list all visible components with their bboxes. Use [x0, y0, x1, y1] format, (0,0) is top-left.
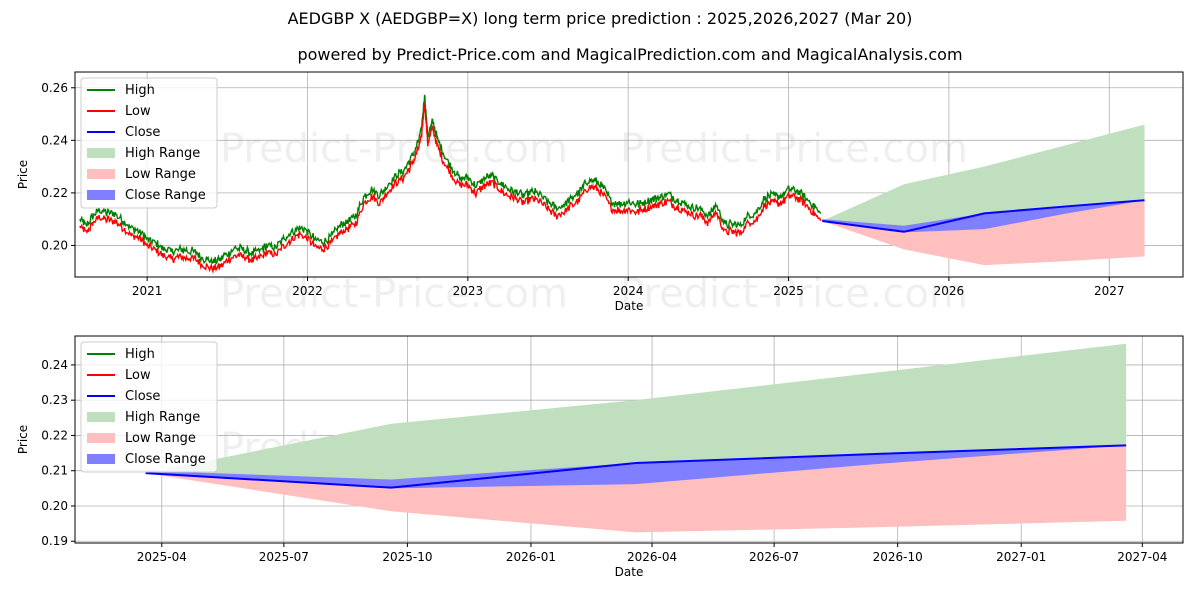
- close-range-area: [822, 200, 1145, 233]
- y-tick-label: 0.20: [41, 499, 68, 513]
- x-tick-label: 2027-04: [1117, 550, 1167, 564]
- x-axis-label: Date: [615, 565, 644, 579]
- y-tick-label: 0.21: [41, 464, 68, 478]
- x-tick-label: 2026-10: [873, 550, 923, 564]
- plot-frame: [74, 71, 1184, 278]
- legend-swatch-high-range: [87, 412, 115, 422]
- y-axis-label: Price: [16, 425, 30, 454]
- legend-label-low-range: Low Range: [125, 167, 196, 182]
- close-forecast-line: [145, 444, 1127, 489]
- legend-swatch-close-range: [87, 454, 115, 464]
- legend-label-low-range: Low Range: [125, 431, 196, 446]
- high-history-line: [79, 94, 822, 265]
- high-range-area: [145, 343, 1127, 488]
- legend-label-high-range: High Range: [125, 410, 200, 425]
- x-tick-label: 2026-01: [506, 550, 556, 564]
- x-tick-label: 2025-07: [259, 550, 309, 564]
- plot-panel-forecast-zoom: Predict-Price.comPredict-Price.com2025-0…: [16, 335, 1184, 579]
- x-tick-label: 2022: [292, 284, 323, 298]
- chart-subtitle: powered by Predict-Price.com and Magical…: [297, 45, 963, 64]
- legend-label-high-range: High Range: [125, 146, 200, 161]
- close-range-area: [145, 445, 1127, 489]
- y-tick-label: 0.26: [41, 81, 68, 95]
- series-layer: [79, 94, 1145, 274]
- y-tick-label: 0.23: [41, 393, 68, 407]
- legend-label-close-range: Close Range: [125, 188, 206, 203]
- y-tick-label: 0.19: [41, 534, 68, 548]
- low-range-area: [145, 445, 1127, 533]
- y-axis-label: Price: [16, 160, 30, 189]
- legend-label-high: High: [125, 83, 155, 98]
- legend-label-high: High: [125, 347, 155, 362]
- high-range-area: [822, 124, 1145, 232]
- x-tick-label: 2021: [132, 284, 163, 298]
- y-tick-label: 0.24: [41, 358, 68, 372]
- watermark-text: Predict-Price.com: [220, 126, 568, 172]
- x-tick-label: 2025-10: [382, 550, 432, 564]
- legend: High Low Close High Range Low Range Close Ran…: [80, 341, 218, 473]
- legend-swatch-low-range: [87, 433, 115, 443]
- close-forecast-line: [822, 199, 1145, 233]
- x-tick-label: 2023: [453, 284, 484, 298]
- legend-label-low: Low: [125, 368, 151, 383]
- legend-swatch-high-range: [87, 148, 115, 158]
- x-tick-label: 2027-01: [996, 550, 1046, 564]
- y-tick-label: 0.20: [41, 238, 68, 252]
- legend-label-close-range: Close Range: [125, 452, 206, 467]
- watermark-text: Predict-Price.com: [220, 271, 568, 317]
- x-tick-label: 2027: [1094, 284, 1125, 298]
- x-tick-label: 2026-07: [749, 550, 799, 564]
- legend-swatch-low-range: [87, 169, 115, 179]
- x-axis-label: Date: [615, 299, 644, 313]
- plot-frame: [74, 335, 1184, 544]
- plot-panel-full-history: Predict-Price.com Predict-Price.com Predic…: [16, 71, 1184, 317]
- y-tick-label: 0.22: [41, 428, 68, 442]
- y-tick-label: 0.22: [41, 186, 68, 200]
- legend-swatch-close-range: [87, 190, 115, 200]
- watermark-text: Predict-Price.com: [620, 126, 968, 172]
- legend-label-close: Close: [125, 125, 160, 140]
- low-history-line: [79, 103, 822, 274]
- x-tick-label: 2025-04: [137, 550, 187, 564]
- x-tick-label: 2026: [934, 284, 965, 298]
- series-layer: [145, 343, 1127, 533]
- x-tick-label: 2026-04: [627, 550, 677, 564]
- y-tick-label: 0.24: [41, 133, 68, 147]
- low-range-area: [822, 200, 1145, 266]
- legend-label-close: Close: [125, 389, 160, 404]
- legend-label-low: Low: [125, 104, 151, 119]
- x-tick-label: 2024: [613, 284, 644, 298]
- legend: High Low Close High Range Low Range Close Ran…: [80, 77, 218, 209]
- chart-title: AEDGBP X (AEDGBP=X) long term price pred…: [287, 9, 913, 28]
- x-tick-label: 2025: [773, 284, 804, 298]
- watermark-text: Predict-Price.com: [620, 271, 968, 317]
